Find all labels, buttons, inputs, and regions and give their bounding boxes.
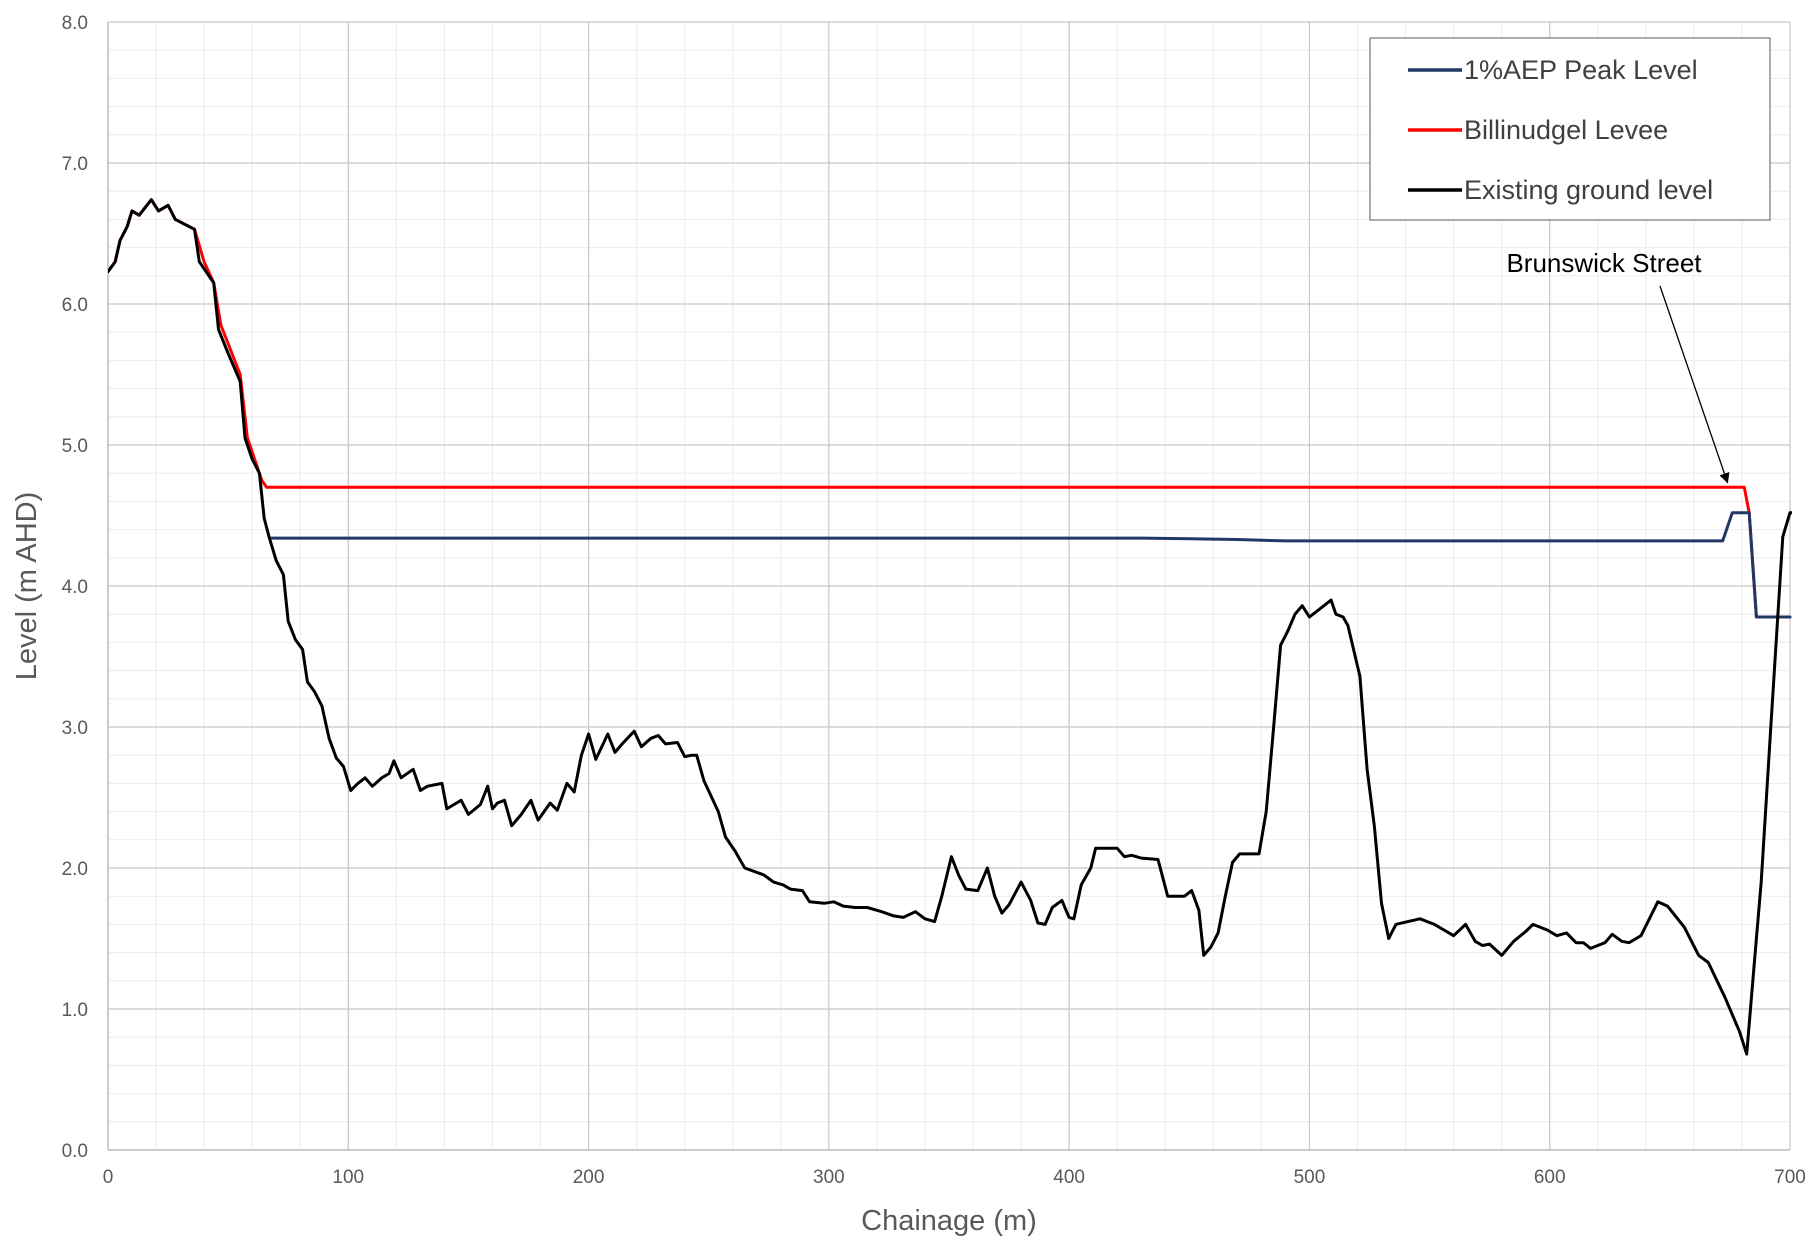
series-line-existing-ground-level [108, 198, 1792, 1056]
series-line-1-aep-peak-level [269, 511, 1792, 619]
y-tick-label: 3.0 [62, 718, 88, 739]
y-axis-title: Level (m AHD) [11, 492, 43, 681]
series-layer [108, 198, 1792, 1056]
x-tick-label: 600 [1534, 1167, 1566, 1188]
legend-label-1-aep-peak-level: 1%AEP Peak Level [1464, 55, 1698, 85]
y-tick-label: 5.0 [62, 436, 88, 457]
grid-layer [107, 21, 1791, 1151]
x-axis-title: Chainage (m) [861, 1205, 1037, 1236]
axis-layer: 0 100 200 300 400 500 600 700 0.0 1.0 2.0 3.0 4.0 5.0… [11, 13, 1806, 1236]
annotation-layer: Brunswick Street [1506, 248, 1730, 484]
annotation-label: Brunswick Street [1506, 248, 1702, 278]
y-tick-label: 4.0 [62, 577, 88, 598]
x-tick-label: 300 [813, 1167, 845, 1188]
y-tick-label: 0.0 [62, 1141, 88, 1162]
x-tick-label: 700 [1774, 1167, 1806, 1188]
legend: 1%AEP Peak Level Billinudgel Levee Existin… [1369, 37, 1771, 221]
annotation-arrow [1659, 285, 1730, 484]
legend-label-existing-ground-level: Existing ground level [1464, 175, 1713, 205]
y-tick-label: 1.0 [62, 1000, 88, 1021]
x-tick-label: 0 [103, 1167, 114, 1188]
y-tick-label: 6.0 [62, 295, 88, 316]
x-tick-label: 400 [1053, 1167, 1085, 1188]
y-tick-label: 2.0 [62, 859, 88, 880]
y-tick-label: 8.0 [62, 13, 88, 34]
y-tick-label: 7.0 [62, 154, 88, 175]
x-tick-label: 500 [1294, 1167, 1326, 1188]
legend-label-billinudgel-levee: Billinudgel Levee [1464, 115, 1668, 145]
x-tick-label: 200 [573, 1167, 605, 1188]
x-tick-label: 100 [332, 1167, 364, 1188]
